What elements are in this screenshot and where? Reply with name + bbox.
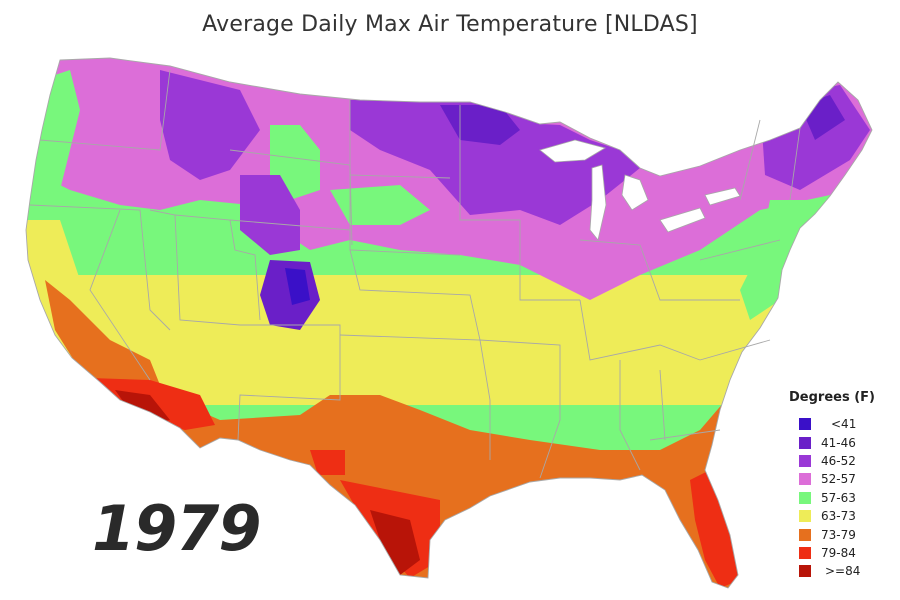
legend-item: <41 <box>790 415 890 433</box>
legend-item: 79-84 <box>790 544 890 562</box>
great-lakes <box>539 139 741 241</box>
legend-swatch <box>799 528 811 541</box>
legend-swatch <box>799 491 811 504</box>
legend-item: 73-79 <box>790 525 890 543</box>
legend: Degrees (F) <41 41-46 46-52 52-57 57-63 63-73… <box>789 390 890 581</box>
legend-swatch <box>799 510 811 523</box>
region-46-52 <box>160 70 260 180</box>
legend-label: >=84 <box>825 564 861 579</box>
region-79-84 <box>690 470 740 588</box>
year-label: 1979 <box>92 492 262 565</box>
legend-swatch <box>799 565 811 578</box>
legend-item: 63-73 <box>790 507 890 525</box>
legend-title: Degrees (F) <box>789 390 875 405</box>
region-73-79 <box>45 280 160 395</box>
legend-swatch <box>799 436 811 449</box>
legend-label: 63-73 <box>821 509 856 524</box>
region-46-52 <box>240 175 300 255</box>
legend-item: 52-57 <box>790 470 890 488</box>
legend-swatch <box>799 546 811 559</box>
legend-rows: <41 41-46 46-52 52-57 57-63 63-73 73-79 79-84 >=… <box>790 415 890 581</box>
legend-label: 79-84 <box>821 545 856 560</box>
legend-item: 57-63 <box>790 489 890 507</box>
legend-label: 57-63 <box>821 490 856 505</box>
region-lt-41 <box>285 268 310 305</box>
legend-label: 52-57 <box>821 472 856 487</box>
region-79-84 <box>310 450 345 475</box>
state-borders <box>25 57 873 589</box>
map-title: Average Daily Max Air Temperature [NLDAS… <box>202 12 698 37</box>
legend-swatch <box>799 418 811 431</box>
region-57-63 <box>740 200 810 320</box>
legend-item: 46-52 <box>790 452 890 470</box>
legend-label: 73-79 <box>821 527 856 542</box>
legend-item: >=84 <box>790 562 890 580</box>
legend-label: 41-46 <box>821 435 856 450</box>
legend-swatch <box>799 454 811 467</box>
legend-swatch <box>799 473 811 486</box>
region-gte-84 <box>370 510 420 575</box>
legend-label: 46-52 <box>821 453 856 468</box>
legend-label: <41 <box>831 417 857 432</box>
legend-item: 41-46 <box>790 433 890 451</box>
region-57-63 <box>330 185 430 225</box>
region-46-52 <box>350 100 640 225</box>
